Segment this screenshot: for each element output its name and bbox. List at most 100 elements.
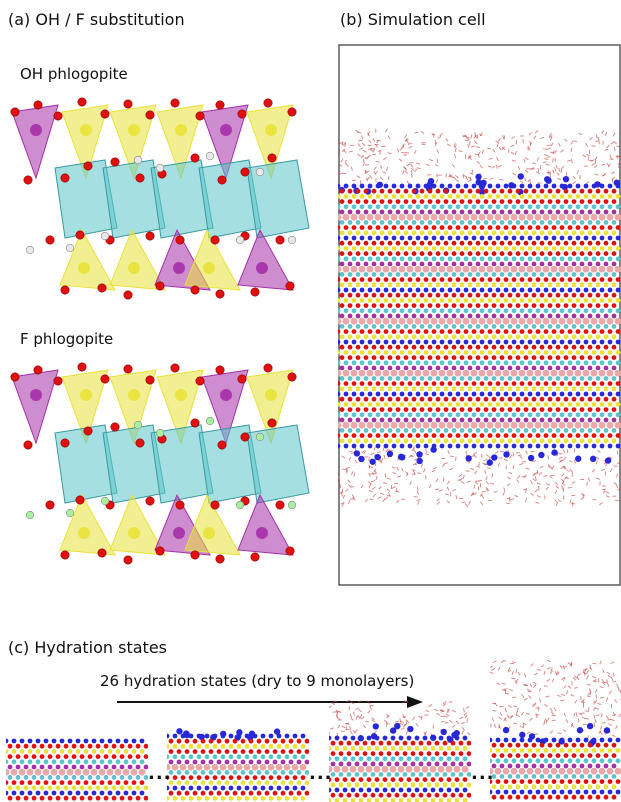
slab-atom [466,761,471,767]
water-molecule [404,139,409,141]
slab-atom [510,369,518,377]
slab-atom [503,298,509,303]
slab-atom [374,735,380,741]
slab-atom [450,772,456,777]
slab-atom [611,438,617,444]
slab-atom [430,369,438,377]
slab-atom [196,744,202,749]
slab-atom [196,775,202,780]
slab-atom [143,785,148,791]
water-molecule [480,501,484,506]
slab-atom [499,784,505,790]
slab-atom [511,339,517,345]
slab-atom [487,246,493,251]
water-molecule [497,666,501,671]
water-molecule [561,485,563,490]
slab-atom [439,204,445,210]
water-molecule [388,492,391,497]
slab-atom [515,376,521,381]
water-molecule [396,148,400,153]
water-molecule [544,158,549,160]
water-molecule [445,713,450,717]
slab-atom [567,194,573,199]
slab-atom [467,303,473,308]
water-molecule [616,473,619,478]
slab-atom [284,775,290,780]
water-molecule [402,166,407,170]
slab-atom [362,782,368,788]
water-molecule [474,135,478,139]
slab-atom [438,777,444,782]
slab-atom [39,754,45,759]
slab-atom [523,292,529,298]
oxygen-atom [175,500,185,510]
slab-atom [491,261,497,267]
slab-atom [603,324,609,329]
slab-atom [458,751,464,756]
slab-atom [491,334,497,340]
slab-atom [334,756,340,762]
slab-atom [434,772,440,777]
slab-atom [442,772,448,777]
slab-atom [371,272,377,277]
slab-atom [519,339,525,345]
slab-atom [343,381,349,386]
slab-atom [355,344,361,350]
slab-atom [495,737,501,743]
slab-atom [471,412,477,418]
slab-atom [611,407,617,412]
oxygen-atom [190,285,200,295]
slab-atom [611,742,617,748]
slab-atom [475,355,481,360]
slab-atom [587,303,593,308]
slab-atom [463,287,469,293]
slab-atom [555,438,561,444]
slab-atom [227,763,235,771]
slab-atom [419,220,425,225]
slab-atom [395,292,401,298]
slab-atom [430,746,436,751]
slab-atom [587,209,593,215]
slab-atom [329,735,332,741]
f-phlogopite-label: F phlogopite [20,330,114,348]
slab-atom [595,220,601,225]
slab-atom [511,246,517,251]
water-molecule [382,171,387,174]
water-molecule [557,499,562,503]
slab-atom [499,742,505,748]
slab-atom [495,204,501,210]
slab-atom [615,758,621,764]
slab-atom [547,282,553,288]
slab-atom [459,428,465,433]
slab-atom [439,360,445,366]
slab-atom [587,365,593,371]
hydration-snapshot-dry [6,738,148,801]
slab-atom [483,428,489,433]
slab-atom [542,265,550,273]
tetrahedron [61,369,109,445]
slab-atom [607,381,613,386]
slab-atom [571,240,577,246]
slab-atom [71,764,77,770]
slab-atom [587,438,593,444]
slab-atom [459,386,465,392]
tetrahedron [184,493,241,556]
water-molecule [546,147,551,150]
slab-atom [491,417,497,423]
slab-atom [599,256,605,262]
water-molecule [412,470,416,475]
slab-atom [466,792,471,798]
slab-atom [499,396,505,402]
slab-atom [599,443,605,449]
slab-atom [523,774,529,779]
slab-atom [491,188,497,194]
slab-atom [599,329,605,334]
slab-atom [463,183,469,189]
slab-atom [463,402,469,407]
slab-atom [503,789,509,795]
slab-atom [607,235,613,241]
slab-atom [391,287,397,293]
slab-atom [461,765,469,773]
slab-atom [502,369,510,377]
slab-atom [571,334,577,340]
